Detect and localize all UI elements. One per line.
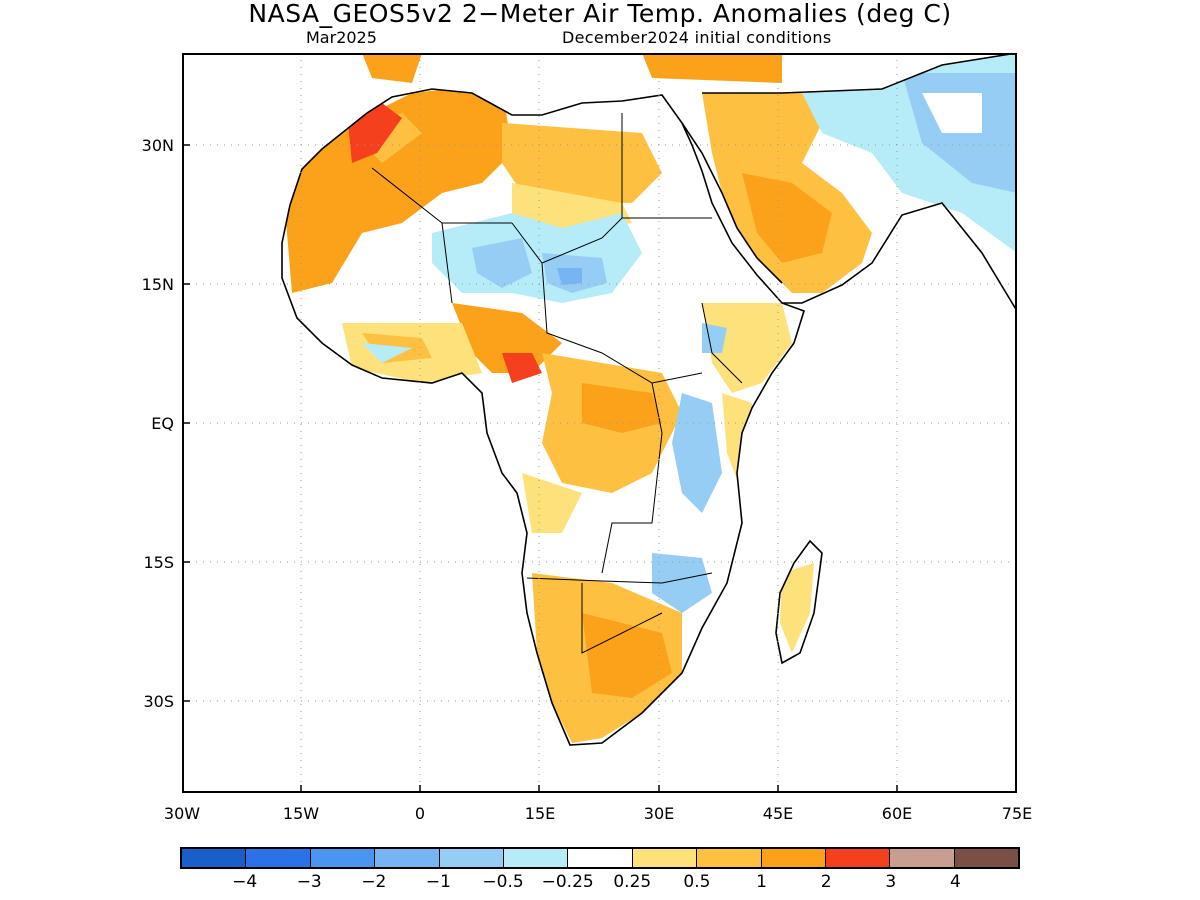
- cool-anomaly-regions: [362, 53, 1017, 613]
- lat-label-15n: 15N: [141, 275, 174, 294]
- coastlines: [281, 53, 1017, 746]
- lon-label-45e: 45E: [762, 804, 794, 823]
- colorbar-label: 1: [756, 872, 767, 892]
- colorbar-label: −0.5: [482, 872, 524, 892]
- colorbar-swatch: [182, 849, 247, 867]
- colorbar: [180, 847, 1020, 869]
- colorbar-swatch: [246, 849, 311, 867]
- colorbar-label: −2: [361, 872, 387, 892]
- anomaly-map: [182, 53, 1017, 793]
- colorbar-swatch: [697, 849, 762, 867]
- lat-label-eq: EQ: [151, 414, 174, 433]
- init-conditions-label: December2024 initial conditions: [562, 28, 832, 47]
- valid-month-label: Mar2025: [306, 28, 377, 47]
- colorbar-swatch: [439, 849, 504, 867]
- map-panel: [182, 53, 1017, 793]
- lon-label-15e: 15E: [524, 804, 556, 823]
- colorbar-swatch: [568, 849, 633, 867]
- lon-label-30e: 30E: [643, 804, 675, 823]
- colorbar-label: −0.25: [541, 872, 594, 892]
- colorbar-label: −4: [232, 872, 258, 892]
- colorbar-label: 0.25: [613, 872, 652, 892]
- lon-label-0: 0: [414, 804, 426, 823]
- colorbar-swatch: [825, 849, 891, 867]
- colorbar-swatch: [954, 849, 1019, 867]
- colorbar-label: 0.5: [683, 872, 711, 892]
- lat-label-15s: 15S: [143, 553, 174, 572]
- lon-label-60e: 60E: [881, 804, 913, 823]
- gridlines: [182, 53, 1017, 793]
- colorbar-swatch: [890, 849, 955, 867]
- colorbar-label: −3: [296, 872, 322, 892]
- colorbar-label: 4: [949, 872, 961, 892]
- lon-label-30w: 30W: [163, 804, 201, 823]
- lon-label-75e: 75E: [1001, 804, 1033, 823]
- colorbar-swatch: [761, 849, 826, 867]
- colorbar-swatch: [632, 849, 698, 867]
- colorbar-swatch: [503, 849, 569, 867]
- colorbar-swatch: [375, 849, 440, 867]
- lat-label-30s: 30S: [143, 692, 174, 711]
- map-border: [182, 53, 1017, 793]
- country-borders: [371, 113, 743, 654]
- warm-anomaly-regions: [282, 53, 872, 743]
- map-title: NASA_GEOS5v2 2−Meter Air Temp. Anomalies…: [248, 0, 952, 28]
- colorbar-swatch: [310, 849, 376, 867]
- colorbar-label: 2: [820, 872, 832, 892]
- colorbar-label: 3: [885, 872, 897, 892]
- colorbar-label: −1: [425, 872, 451, 892]
- lat-label-30n: 30N: [141, 136, 174, 155]
- lon-label-15w: 15W: [282, 804, 320, 823]
